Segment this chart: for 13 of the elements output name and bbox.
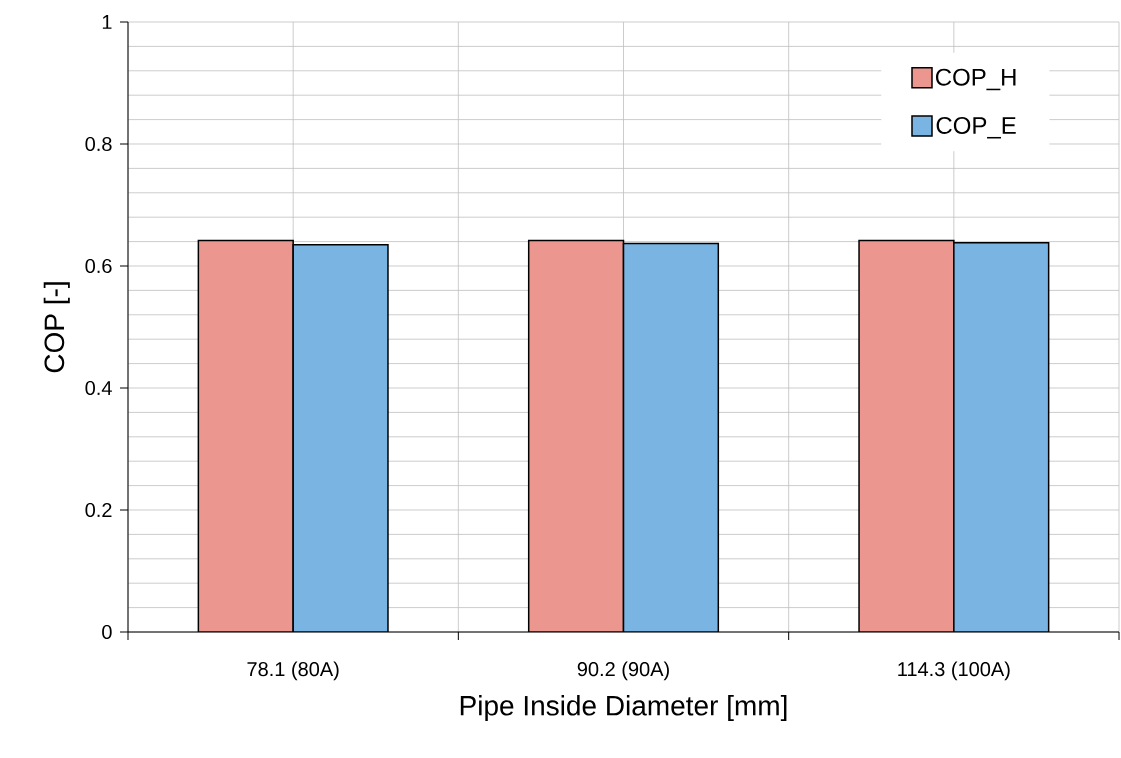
- y-tick-label: 1: [102, 15, 112, 29]
- y-tick-label: 0.8: [85, 136, 112, 152]
- x-tick-label: 78.1 (80A): [247, 661, 339, 681]
- y-tick-label: 0.4: [85, 380, 112, 396]
- x-tick-label: 114.3 (100A): [898, 661, 1010, 681]
- y-tick-label: 0.2: [85, 502, 112, 518]
- y-tick-label: 0.6: [85, 258, 112, 274]
- x-axis-title: Pipe Inside Diameter [mm]: [460, 695, 787, 722]
- y-tick-label: 0: [102, 624, 112, 640]
- x-tick-label: 90.2 (90A): [577, 661, 669, 681]
- legend-label: COP_H: [935, 68, 1016, 91]
- legend-label: COP_E: [936, 116, 1016, 139]
- y-axis-title: COP [-]: [43, 282, 70, 373]
